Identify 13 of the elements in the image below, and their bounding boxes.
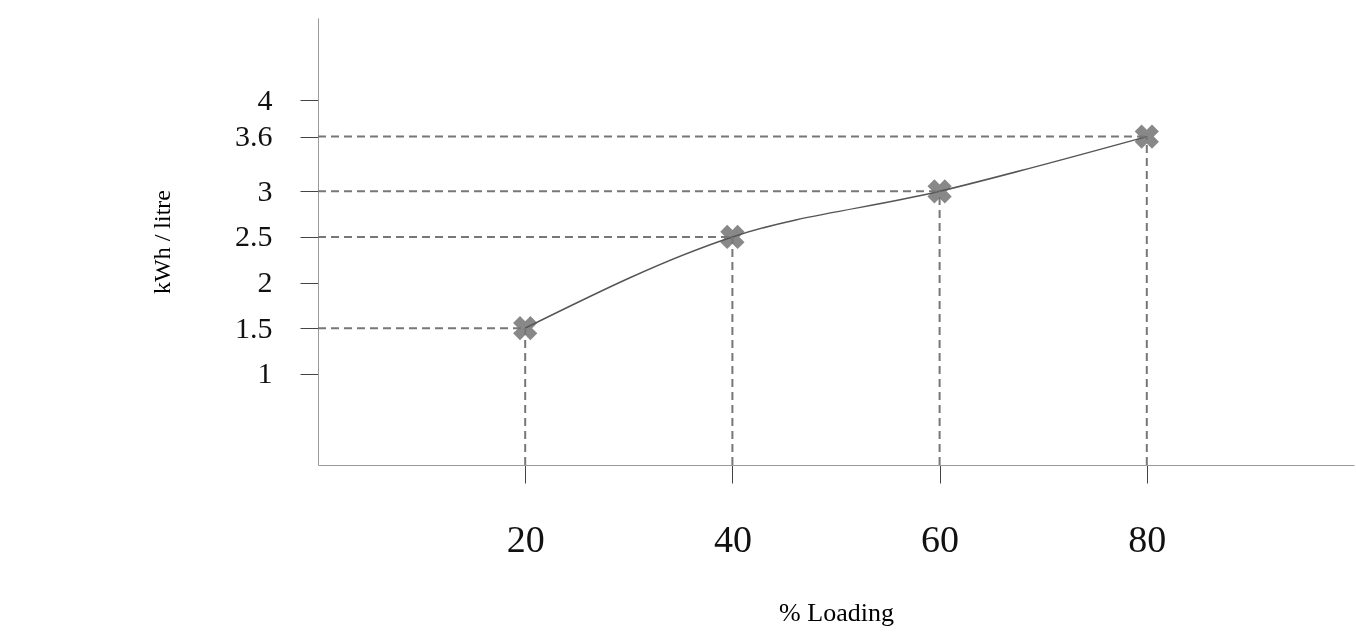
- y-tick-label: 2: [257, 265, 273, 299]
- x-tick-label: 80: [1128, 517, 1167, 560]
- y-tick-label: 1: [257, 356, 273, 390]
- y-tick-label: 1.5: [235, 310, 273, 344]
- y-tick-label: 3.6: [235, 119, 273, 153]
- y-tick-label: 4: [257, 82, 273, 116]
- x-tick-label: 20: [506, 517, 545, 560]
- y-tick-label: 3: [257, 173, 273, 207]
- x-axis-title: % Loading: [779, 597, 894, 627]
- y-axis-title: kWh / litre: [149, 190, 175, 294]
- x-tick-label: 60: [921, 517, 960, 560]
- y-tick-label: 2.5: [235, 219, 273, 253]
- x-tick-label: 40: [713, 517, 752, 560]
